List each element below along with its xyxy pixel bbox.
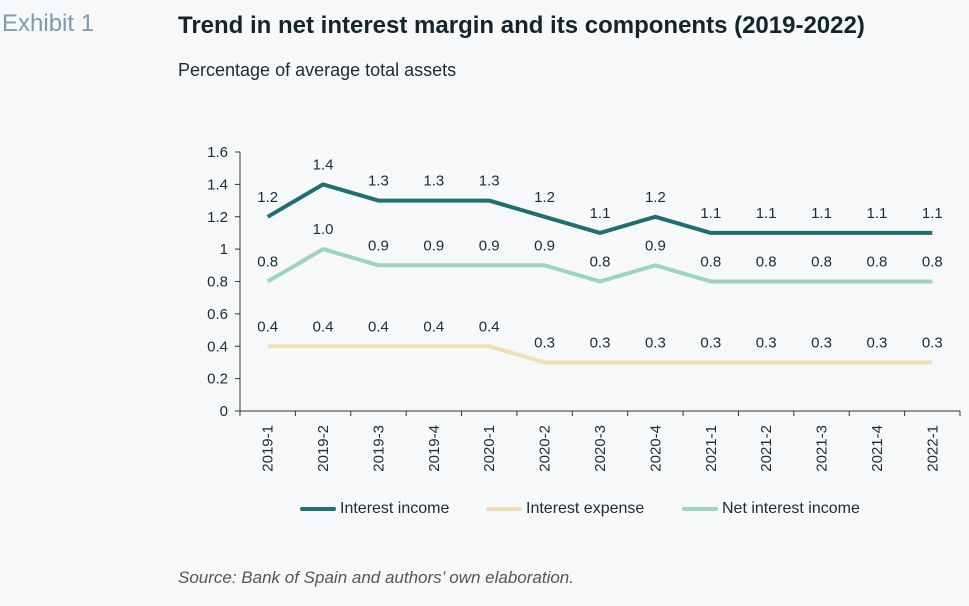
data-label-interest-income: 1.3 xyxy=(479,173,500,190)
data-label-interest-expense: 0.4 xyxy=(479,318,500,335)
legend-swatch xyxy=(682,507,718,511)
x-tick-label: 2021-4 xyxy=(869,425,886,472)
x-tick-label: 2020-2 xyxy=(537,425,554,472)
x-tick-label: 2019-1 xyxy=(260,425,277,472)
x-tick-label: 2021-1 xyxy=(703,425,720,472)
data-label-net-interest-income: 0.8 xyxy=(866,254,887,271)
y-tick-label: 0.8 xyxy=(207,274,228,291)
data-label-net-interest-income: 0.8 xyxy=(700,254,721,271)
data-label-interest-income: 1.1 xyxy=(922,205,943,222)
data-label-interest-expense: 0.3 xyxy=(534,334,555,351)
y-tick-label: 0.2 xyxy=(207,371,228,388)
data-label-interest-income: 1.2 xyxy=(257,189,278,206)
x-tick-label: 2019-4 xyxy=(426,425,443,472)
legend-label: Interest expense xyxy=(526,500,645,517)
data-label-interest-expense: 0.3 xyxy=(756,334,777,351)
data-label-interest-income: 1.1 xyxy=(590,205,611,222)
legend-swatch xyxy=(300,507,336,511)
data-label-net-interest-income: 0.8 xyxy=(922,254,943,271)
chart-title: Trend in net interest margin and its com… xyxy=(178,12,865,39)
data-label-net-interest-income: 0.9 xyxy=(645,237,666,254)
chart-subtitle: Percentage of average total assets xyxy=(178,60,457,80)
x-tick-label: 2021-3 xyxy=(814,425,831,472)
data-label-net-interest-income: 0.8 xyxy=(590,254,611,271)
data-label-net-interest-income: 0.9 xyxy=(368,237,389,254)
legend-item-interest-expense: Interest expense xyxy=(486,500,644,518)
x-tick-label: 2021-2 xyxy=(758,425,775,472)
x-tick-label: 2019-3 xyxy=(370,425,387,472)
data-label-interest-income: 1.2 xyxy=(534,189,555,206)
y-tick-label: 1.6 xyxy=(207,144,228,161)
legend-item-net-interest-income: Net interest income xyxy=(682,500,860,518)
data-label-interest-income: 1.3 xyxy=(368,173,389,190)
data-label-interest-income: 1.1 xyxy=(700,205,721,222)
data-label-net-interest-income: 0.8 xyxy=(756,254,777,271)
x-tick-label: 2022-1 xyxy=(924,425,941,472)
exhibit-label: Exhibit 1 xyxy=(2,10,95,37)
data-label-interest-income: 1.2 xyxy=(645,189,666,206)
y-tick-label: 0.6 xyxy=(207,306,228,323)
data-label-net-interest-income: 0.8 xyxy=(257,254,278,271)
data-label-net-interest-income: 1.0 xyxy=(313,221,334,238)
data-label-interest-income: 1.1 xyxy=(811,205,832,222)
series-line-interest-income xyxy=(266,182,933,235)
data-label-interest-expense: 0.4 xyxy=(368,318,389,335)
y-tick-label: 0 xyxy=(220,403,228,420)
data-label-interest-expense: 0.4 xyxy=(423,318,444,335)
data-label-interest-income: 1.3 xyxy=(423,173,444,190)
data-label-interest-expense: 0.3 xyxy=(866,334,887,351)
data-label-interest-income: 1.4 xyxy=(313,156,334,173)
data-label-interest-expense: 0.3 xyxy=(922,334,943,351)
source-note: Source: Bank of Spain and authors’ own e… xyxy=(178,568,574,587)
x-tick-label: 2020-1 xyxy=(481,425,498,472)
data-label-net-interest-income: 0.9 xyxy=(479,237,500,254)
legend-label: Net interest income xyxy=(722,500,860,517)
data-label-interest-expense: 0.4 xyxy=(313,318,334,335)
data-label-interest-expense: 0.4 xyxy=(257,318,278,335)
y-tick-label: 1 xyxy=(220,241,228,258)
data-label-interest-expense: 0.3 xyxy=(811,334,832,351)
y-tick-label: 1.4 xyxy=(207,176,228,193)
series-line-interest-expense xyxy=(267,344,933,365)
legend-item-interest-income: Interest income xyxy=(300,500,449,518)
y-tick-label: 1.2 xyxy=(207,209,228,226)
series-line-net-interest-income xyxy=(266,247,933,284)
data-label-interest-income: 1.1 xyxy=(866,205,887,222)
data-label-net-interest-income: 0.8 xyxy=(811,254,832,271)
x-tick-label: 2019-2 xyxy=(315,425,332,472)
data-label-interest-income: 1.1 xyxy=(756,205,777,222)
y-tick-label: 0.4 xyxy=(207,338,228,355)
data-label-net-interest-income: 0.9 xyxy=(423,237,444,254)
data-label-interest-expense: 0.3 xyxy=(700,334,721,351)
legend-label: Interest income xyxy=(340,500,450,517)
x-tick-label: 2020-4 xyxy=(647,425,664,472)
x-tick-label: 2020-3 xyxy=(592,425,609,472)
data-label-interest-expense: 0.3 xyxy=(645,334,666,351)
data-label-interest-expense: 0.3 xyxy=(590,334,611,351)
data-label-net-interest-income: 0.9 xyxy=(534,237,555,254)
legend-swatch xyxy=(486,507,522,511)
